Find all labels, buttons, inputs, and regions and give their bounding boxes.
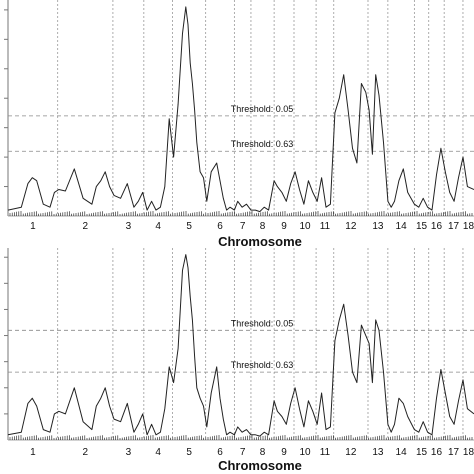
chromosome-tick-label: 4 xyxy=(155,447,161,458)
chromosome-tick-label: 17 xyxy=(448,447,460,458)
chromosome-tick-label: 8 xyxy=(260,221,266,232)
chromosome-tick-label: 10 xyxy=(299,447,311,458)
marker-rug xyxy=(9,435,473,440)
chromosome-tick-label: 1 xyxy=(30,447,36,458)
chromosome-tick-label: 8 xyxy=(260,447,266,458)
x-axis-title: Chromosome xyxy=(218,458,302,473)
chromosome-tick-label: 10 xyxy=(299,221,311,232)
chromosome-tick-label: 15 xyxy=(416,221,428,232)
chromosome-tick-label: 12 xyxy=(345,221,357,232)
lod-profile-line xyxy=(7,254,474,437)
chromosome-tick-label: 9 xyxy=(281,221,287,232)
chromosome-tick-label: 14 xyxy=(396,447,408,458)
chromosome-tick-label: 11 xyxy=(320,221,331,232)
threshold-label: Threshold: 0.05 xyxy=(231,104,294,114)
chromosome-tick-label: 13 xyxy=(372,447,384,458)
chromosome-tick-label: 18 xyxy=(463,447,474,458)
chromosome-tick-label: 6 xyxy=(217,221,223,232)
threshold-label: Threshold: 0.63 xyxy=(231,139,294,149)
chromosome-tick-label: 7 xyxy=(240,221,246,232)
threshold-label: Threshold: 0.63 xyxy=(231,360,294,370)
lod-profile-line xyxy=(7,6,474,213)
chromosome-tick-label: 6 xyxy=(217,447,223,458)
chromosome-tick-label: 13 xyxy=(372,221,384,232)
chromosome-tick-label: 2 xyxy=(83,221,89,232)
chromosome-tick-label: 1 xyxy=(30,221,36,232)
chromosome-tick-label: 14 xyxy=(396,221,408,232)
chromosome-tick-label: 18 xyxy=(463,221,474,232)
marker-rug xyxy=(9,211,473,216)
chromosome-tick-label: 12 xyxy=(345,447,357,458)
chromosome-tick-label: 4 xyxy=(155,221,161,232)
x-axis-title: Chromosome xyxy=(218,234,302,249)
chromosome-tick-label: 16 xyxy=(431,221,443,232)
chromosome-tick-label: 3 xyxy=(126,221,132,232)
chromosome-tick-label: 3 xyxy=(126,447,132,458)
chromosome-tick-label: 2 xyxy=(83,447,89,458)
chromosome-tick-label: 5 xyxy=(186,447,192,458)
chromosome-tick-label: 5 xyxy=(186,221,192,232)
chromosome-tick-label: 17 xyxy=(448,221,460,232)
chromosome-tick-label: 9 xyxy=(281,447,287,458)
chromosome-tick-label: 11 xyxy=(320,447,331,458)
threshold-label: Threshold: 0.05 xyxy=(231,318,294,328)
chromosome-tick-label: 16 xyxy=(431,447,443,458)
chromosome-tick-label: 15 xyxy=(416,447,428,458)
chromosome-tick-label: 7 xyxy=(240,447,246,458)
